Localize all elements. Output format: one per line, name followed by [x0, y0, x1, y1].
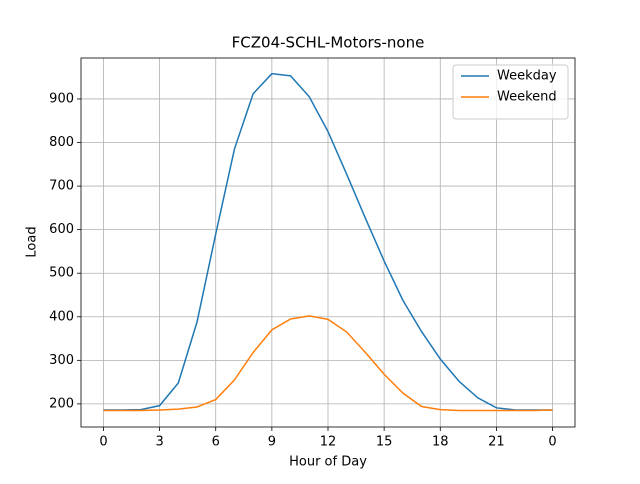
y-tick-label: 200: [49, 396, 74, 411]
chart-title: FCZ04-SCHL-Motors-none: [232, 34, 425, 52]
plot-frame: [80, 57, 576, 428]
x-tick-label: 6: [212, 435, 220, 450]
legend-label: Weekday: [497, 69, 557, 84]
x-tick-label: 0: [99, 435, 107, 450]
x-tick-label: 15: [376, 435, 393, 450]
y-tick-label: 600: [49, 222, 74, 237]
x-axis-label: Hour of Day: [289, 455, 367, 470]
x-tick-label: 0: [548, 435, 556, 450]
x-tick-label: 21: [488, 435, 505, 450]
legend-label: Weekend: [497, 90, 557, 105]
y-tick-label: 300: [49, 353, 74, 368]
y-axis-label: Load: [25, 226, 40, 257]
series-line: [103, 315, 553, 412]
x-tick-label: 9: [268, 435, 276, 450]
x-tick-label: 18: [432, 435, 449, 450]
legend-box: [452, 64, 569, 120]
y-tick-label: 500: [49, 266, 74, 281]
x-tick-label: 12: [320, 435, 337, 450]
y-tick-label: 900: [49, 91, 74, 106]
series-line: [103, 72, 553, 411]
y-tick-label: 400: [49, 309, 74, 324]
y-tick-label: 700: [49, 179, 74, 194]
y-tick-label: 800: [49, 135, 74, 150]
x-tick-label: 3: [155, 435, 163, 450]
legend: Weekday Weekend: [452, 64, 569, 120]
